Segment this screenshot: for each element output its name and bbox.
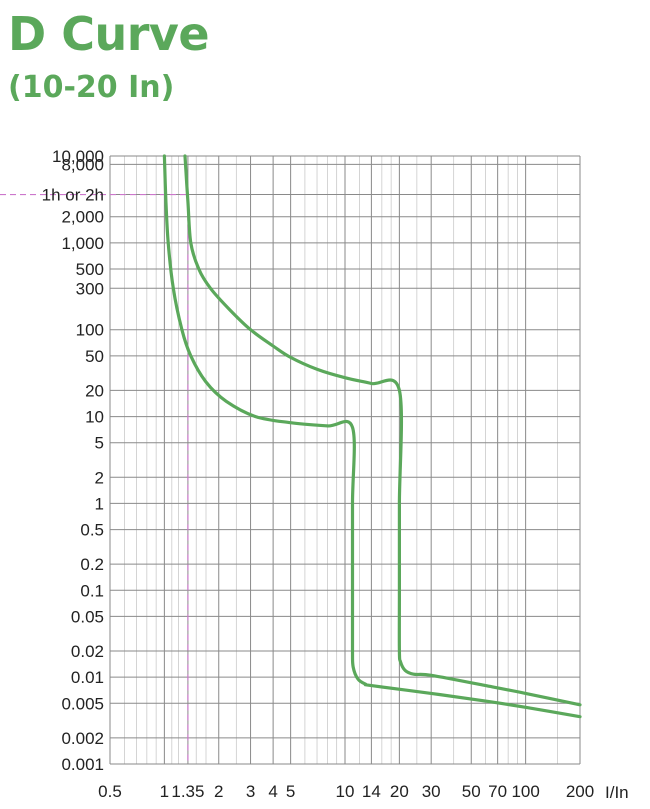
x-tick-label: 10 [336,782,355,801]
x-tick-label: 2 [214,782,223,801]
grid-major [109,155,581,765]
y-tick-label: 0.01 [71,668,104,687]
chart-title: D Curve [8,7,210,61]
x-axis-label: I/In [605,783,629,802]
x-tick-label: 30 [422,782,441,801]
y-tick-label: 10 [85,408,104,427]
x-tick-label: 0.5 [98,782,122,801]
trip-curve-max [183,154,582,707]
y-tick-label: 2 [95,468,104,487]
y-tick-label: 1,000 [61,234,104,253]
y-tick-label: 5 [95,434,104,453]
reference-lines [0,193,189,764]
x-tick-label: 1.35 [171,782,204,801]
y-tick-label: 10,000 [52,147,104,166]
y-tick-label: 1 [95,494,104,513]
y-tick-label: 50 [85,347,104,366]
y-tick-label: 8,000 [61,155,104,174]
y-tick-label: 20 [85,381,104,400]
x-tick-label: 20 [390,782,409,801]
y-tick-label: 500 [76,260,104,279]
x-tick-label: 14 [362,782,381,801]
x-tick-label: 3 [246,782,255,801]
grid-minor [124,156,558,764]
chart-subtitle: (10-20 In) [8,70,175,105]
trip-curve-min [162,154,582,719]
x-tick-label: 200 [566,782,594,801]
y-tick-label: 0.005 [61,694,104,713]
x-tick-label: 5 [286,782,295,801]
x-tick-label: 4 [268,782,277,801]
x-tick-label: 100 [511,782,539,801]
x-tick-labels: 0.5 1 1.35 2 3 4 5 10 14 20 30 50 70 100 200 [98,782,594,801]
y-tick-label: 300 [76,279,104,298]
y-tick-label: 0.002 [61,729,104,748]
y-tick-label: 0.2 [80,555,104,574]
y-tick-label: 0.05 [71,607,104,626]
x-tick-label: 1 [160,782,169,801]
y-tick-label: 0.001 [61,755,104,774]
y-tick-label: 0.1 [80,581,104,600]
y-tick-label: 0.02 [71,642,104,661]
x-tick-label: 50 [462,782,481,801]
y-tick-label: 0.5 [80,521,104,540]
y-tick-label: 100 [76,321,104,340]
y-tick-label: 2,000 [61,208,104,227]
curves [162,154,582,719]
x-tick-label: 70 [488,782,507,801]
y-tick-label: 1h or 2h [42,186,104,205]
